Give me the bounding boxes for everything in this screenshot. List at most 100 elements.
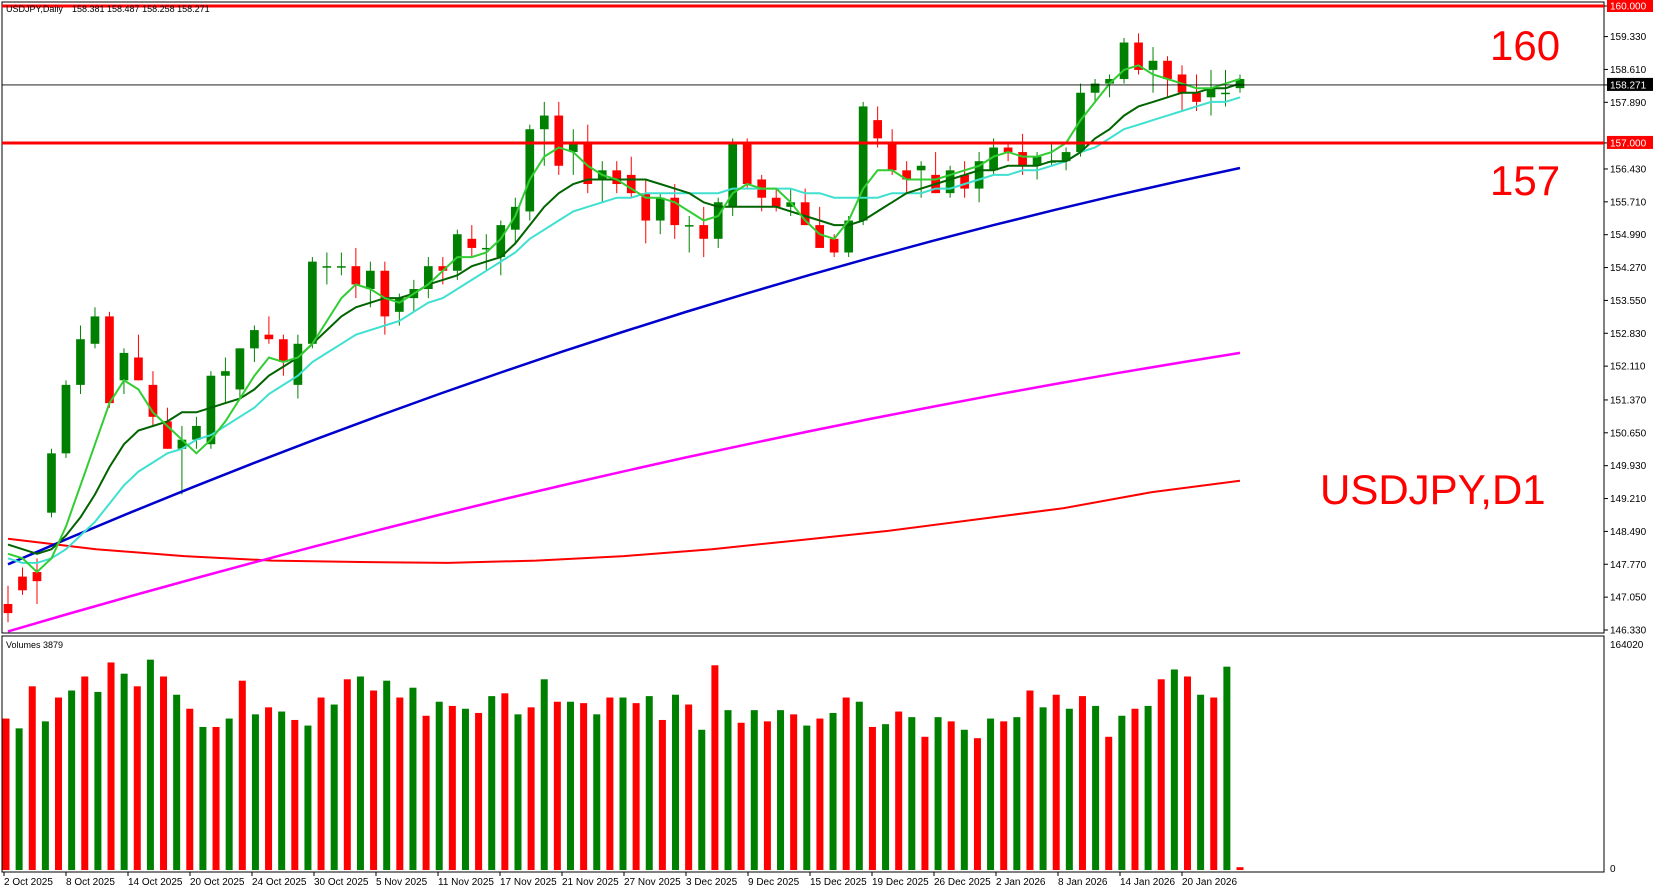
volume-bar (1223, 666, 1231, 870)
volume-bar (1013, 717, 1021, 870)
candle-body (1032, 156, 1042, 166)
candle-body (510, 206, 520, 230)
volume-bar (15, 728, 23, 870)
date-tick-label: 24 Oct 2025 (252, 877, 307, 888)
volume-bar (225, 718, 233, 870)
volume-bar (68, 690, 76, 870)
date-tick-label: 8 Oct 2025 (66, 877, 115, 888)
volume-bar (645, 696, 653, 870)
volume-bar (1183, 676, 1191, 870)
candle-body (786, 202, 796, 207)
date-tick-label: 30 Oct 2025 (314, 877, 369, 888)
candle-body (641, 193, 651, 221)
volume-bar (186, 708, 194, 870)
price-tick-label: 159.330 (1610, 32, 1647, 43)
levels-layer (2, 4, 1604, 145)
candle (626, 156, 636, 198)
volume-bar (278, 711, 286, 870)
price-tick-label: 152.830 (1610, 329, 1647, 340)
candle-body (525, 129, 535, 212)
candle (960, 161, 969, 198)
date-tick-label: 20 Oct 2025 (190, 877, 245, 888)
candle-body (989, 147, 998, 171)
volume-bar (212, 726, 220, 870)
volume-bar (540, 679, 548, 870)
current-price-box (1607, 77, 1653, 91)
level-price-box (1607, 135, 1653, 149)
volume-bar (1078, 696, 1086, 870)
candle-body (235, 348, 245, 390)
candle (32, 558, 42, 604)
candle-body (699, 225, 709, 239)
price-tick-label: 157.000 (1610, 138, 1647, 149)
candle (684, 215, 694, 253)
candle (1134, 33, 1143, 75)
candle-body (308, 261, 317, 344)
volume-bar (251, 714, 259, 870)
candle (105, 311, 114, 408)
price-tick-label: 147.770 (1610, 560, 1647, 571)
candle (1090, 79, 1100, 102)
volume-bar (737, 722, 745, 870)
candle (510, 197, 520, 244)
ma-dark-green-line (7, 82, 1241, 555)
moving-averages-layer (7, 64, 1241, 633)
date-tick-label: 5 Nov 2025 (376, 877, 428, 888)
candle (887, 129, 897, 175)
volume-zero-label: 0 (1610, 864, 1616, 875)
candle (554, 101, 564, 175)
volume-max-label: 164020 (1610, 640, 1644, 651)
candle-body (264, 334, 274, 340)
volume-bar (1105, 736, 1113, 870)
candle (1206, 69, 1216, 116)
volume-bar (1092, 705, 1100, 870)
candle-body (916, 165, 926, 171)
volume-bar (514, 714, 522, 870)
volume-bar (317, 697, 325, 870)
candle (583, 124, 593, 194)
ma-blue-line (7, 166, 1241, 566)
volume-bar (987, 718, 995, 870)
candle (452, 229, 462, 280)
volume-bar (1118, 715, 1126, 870)
price-tick-label: 158.271 (1610, 80, 1647, 91)
date-tick-label: 26 Dec 2025 (934, 877, 991, 888)
volume-bar (304, 725, 312, 870)
price-tick-label: 154.990 (1610, 230, 1647, 241)
candle (90, 307, 100, 349)
ma-fast-green-line (7, 64, 1241, 574)
candle (163, 407, 172, 449)
candle (423, 257, 433, 299)
volume-bar (750, 710, 758, 870)
candle (134, 334, 143, 381)
candle-body (1090, 83, 1100, 93)
candle (1119, 37, 1129, 84)
candle (612, 161, 622, 194)
candle-body (670, 197, 680, 226)
volume-bar (816, 718, 824, 870)
candle (1163, 56, 1172, 98)
volume-bar (422, 715, 430, 870)
candle-body (844, 220, 854, 253)
candle-body (1148, 60, 1158, 70)
candle (148, 371, 158, 426)
price-tick-label: 153.550 (1610, 296, 1647, 307)
candle-body (177, 439, 187, 449)
candle-body (394, 298, 404, 312)
price-axis: 160.000 159.330 158.610 158.271 157.890 157.0… (1604, 0, 1653, 875)
volume-bar (606, 697, 614, 870)
candle-body (90, 316, 100, 344)
ma-cyan-line (7, 96, 1241, 564)
volume-bar (960, 729, 968, 870)
candle (293, 334, 303, 399)
price-tick-label: 146.330 (1610, 626, 1647, 637)
volume-bar (527, 707, 535, 870)
candle-body (366, 270, 375, 290)
candle-body (858, 106, 868, 221)
candle-body (1134, 42, 1143, 70)
price-tick-label: 156.430 (1610, 164, 1647, 175)
volume-bar (28, 686, 36, 870)
level-157-annotation: 157 (1490, 157, 1560, 204)
candle-body (583, 142, 593, 185)
candle-body (467, 238, 477, 248)
